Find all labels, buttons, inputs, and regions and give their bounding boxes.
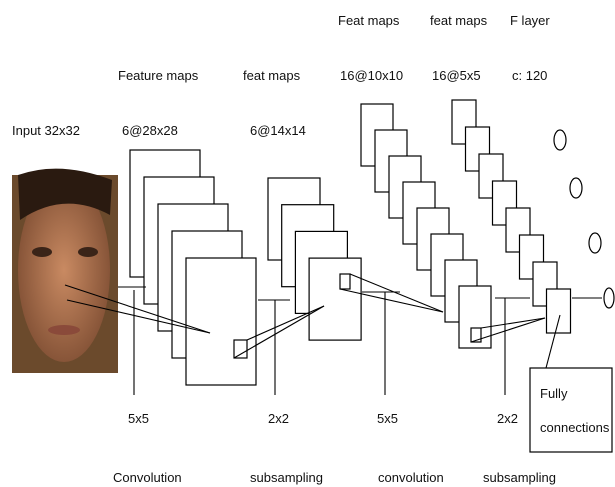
layer-size: 6@28x28: [122, 123, 178, 138]
kernel-label: 2x2: [497, 411, 518, 426]
kernel-label: 2x2: [268, 411, 289, 426]
operation-label: subsampling: [250, 470, 323, 485]
layer-heading: F layer: [510, 13, 550, 28]
fully-connections-box: [530, 368, 612, 452]
operation-label: Convolution: [113, 470, 182, 485]
kernel-label: 5x5: [377, 411, 398, 426]
output-label: Fully: [540, 386, 568, 401]
cnn-diagram: Fully connections Input 32x32 Feature ma…: [0, 0, 615, 487]
kernel-label: 5x5: [128, 411, 149, 426]
layer-size: 16@5x5: [432, 68, 481, 83]
operation-label: convolution: [378, 470, 444, 485]
output-neurons: [554, 130, 614, 308]
operation-label: subsampling: [483, 470, 556, 485]
layer-size: 16@10x10: [340, 68, 403, 83]
feature-map: [309, 258, 361, 340]
feature-map: [186, 258, 256, 385]
layer-heading: feat maps: [430, 13, 488, 28]
layer-heading: Feature maps: [118, 68, 199, 83]
feature-map: [547, 289, 571, 333]
layer-heading: feat maps: [243, 68, 301, 83]
output-label: connections: [540, 420, 610, 435]
layer-size: 6@14x14: [250, 123, 306, 138]
input-image: [12, 169, 118, 373]
input-label: Input 32x32: [12, 123, 80, 138]
layer-size: c: 120: [512, 68, 547, 83]
feature-map-stacks: [130, 100, 571, 385]
layer-heading: Feat maps: [338, 13, 400, 28]
